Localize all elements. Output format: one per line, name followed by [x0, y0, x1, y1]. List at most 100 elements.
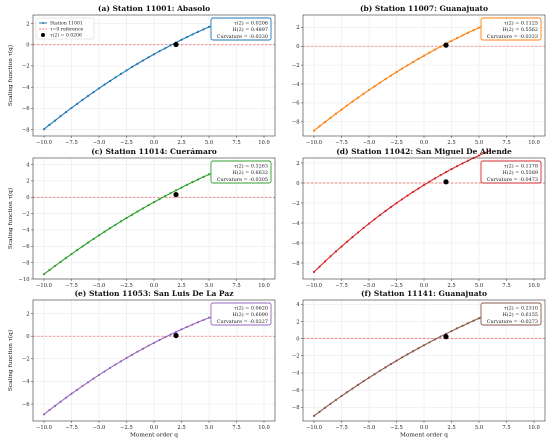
data-point	[417, 57, 420, 60]
data-point	[136, 62, 139, 65]
annotation-line: τ(2) = 0.3263	[234, 163, 268, 170]
x-tick-label: 10.0	[258, 283, 270, 289]
x-tick-label: −10.0	[36, 283, 52, 289]
data-point	[108, 227, 112, 230]
data-point	[367, 88, 371, 92]
annotation-line: H(2) = 0.6090	[232, 311, 268, 318]
data-point	[42, 273, 46, 276]
data-point	[356, 231, 360, 234]
data-point	[318, 125, 321, 128]
data-point	[477, 26, 481, 29]
data-point	[86, 94, 90, 98]
y-tick-label: −6	[292, 241, 300, 247]
x-tick-label: −2.5	[390, 425, 403, 431]
x-tick-label: 2.5	[447, 425, 455, 431]
data-point	[400, 198, 404, 201]
annotation-box	[210, 17, 272, 41]
panel-title: (e) Station 11053: San Luis De La Paz	[74, 289, 233, 298]
x-tick-label: 10.0	[528, 425, 540, 431]
x-tick-label: −5.0	[93, 283, 106, 289]
data-point	[455, 165, 459, 168]
data-point	[384, 77, 387, 81]
panel-title: (a) Station 11001: Abasolo	[98, 4, 210, 13]
annotation-line: Curvature = -0.0473	[487, 177, 538, 183]
x-tick-label: −5.0	[93, 425, 106, 431]
x-tick-label: −5.0	[363, 140, 376, 146]
annotation-line: Curvature = -0.0333	[487, 34, 538, 40]
data-point	[323, 121, 327, 124]
annotation-line: Curvature = -0.0273	[487, 319, 538, 325]
x-tick-label: 5.0	[475, 425, 483, 431]
data-point	[158, 338, 161, 342]
x-tick-label: −2.5	[120, 425, 133, 431]
data-point	[141, 59, 145, 62]
annotation-line: Curvature = -0.0305	[217, 177, 268, 183]
data-point	[207, 25, 211, 28]
legend-tau2-marker	[41, 33, 45, 37]
data-point	[119, 72, 123, 76]
data-point	[334, 250, 338, 253]
data-point	[130, 213, 134, 216]
data-point	[191, 33, 194, 36]
data-point	[202, 175, 205, 178]
data-point	[417, 187, 420, 190]
data-point	[455, 327, 459, 330]
data-point	[461, 324, 464, 327]
legend-box	[35, 17, 95, 40]
y-tick-label: −6	[292, 388, 300, 394]
data-point	[152, 53, 156, 56]
data-point	[75, 388, 79, 392]
panel-b: −10.0 −7.5 −5.0 −2.5 0.0 2.5 5.0 7.5 10.0 −8 −6 −4 −…	[292, 4, 546, 146]
data-point	[362, 226, 365, 230]
data-point	[422, 344, 426, 347]
data-point	[92, 377, 95, 380]
data-point	[152, 341, 156, 344]
data-point	[169, 44, 172, 47]
y-tick-label: −8	[292, 405, 300, 411]
data-point	[174, 330, 178, 334]
y-tick-label: −2	[292, 354, 300, 360]
data-point	[42, 413, 46, 416]
data-point	[351, 236, 354, 239]
data-point	[103, 83, 106, 86]
x-tick-label: 0.0	[150, 425, 158, 431]
data-point	[422, 183, 426, 187]
y-tick-label: −2	[292, 63, 300, 69]
data-point	[147, 56, 150, 59]
data-point	[400, 356, 404, 359]
y-tick-label: −4	[22, 379, 30, 385]
y-tick-label: −6	[22, 402, 30, 408]
x-tick-label: 0.0	[420, 140, 428, 146]
x-tick-label: −10.0	[36, 425, 52, 431]
y-tick-label: 0	[296, 181, 299, 187]
data-point	[42, 128, 46, 131]
y-tick-label: 2	[296, 25, 299, 31]
y-tick-label: 2	[296, 161, 299, 167]
x-tick-label: 2.5	[177, 425, 185, 431]
x-tick-label: −2.5	[120, 140, 133, 146]
x-tick-label: 2.5	[177, 283, 185, 289]
x-tick-label: −5.0	[363, 283, 376, 289]
data-point	[389, 362, 393, 366]
data-point	[59, 260, 62, 264]
x-tick-label: 5.0	[475, 140, 483, 146]
x-tick-label: −5.0	[93, 140, 106, 146]
data-point	[136, 210, 139, 213]
data-point	[472, 29, 475, 32]
annotation-line: H(2) = 0.4897	[232, 26, 268, 33]
data-point	[340, 108, 343, 111]
data-point	[196, 321, 200, 324]
data-point	[411, 60, 415, 64]
x-tick-label: 5.0	[205, 425, 213, 431]
legend-series-label: Station 11001	[50, 21, 83, 27]
data-point	[108, 79, 112, 83]
y-tick-label: 0	[26, 43, 29, 49]
y-tick-label: 4	[296, 302, 300, 308]
data-point	[81, 245, 84, 248]
data-point	[53, 404, 57, 407]
x-tick-label: 0.0	[150, 140, 158, 146]
data-point	[329, 402, 332, 405]
annotation-box	[480, 302, 542, 326]
data-point	[466, 159, 470, 162]
annotation-line: H(2) = 0.6155	[502, 311, 538, 318]
